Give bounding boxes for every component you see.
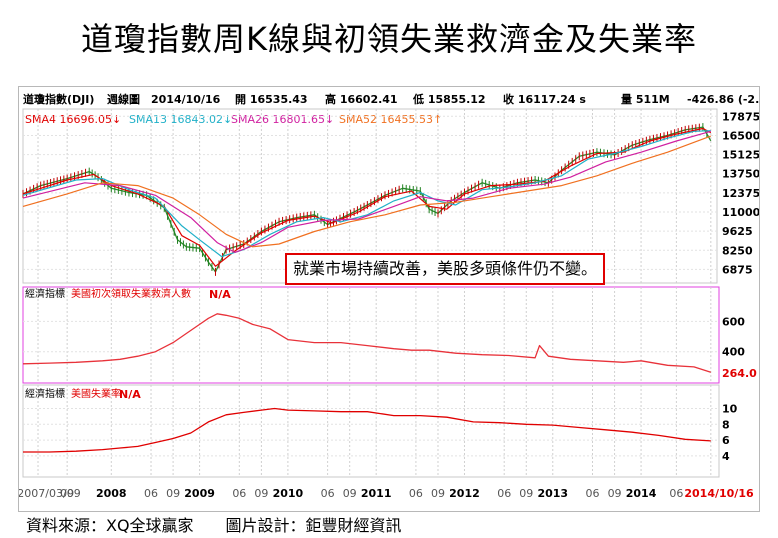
x-tick-label: 2011 (361, 487, 392, 500)
header-open: 開 16535.43 (235, 93, 308, 106)
x-tick-label: 09 (60, 487, 74, 500)
sma-legend-sma52: SMA52 16455.53↑ (339, 113, 442, 126)
sma-legend-sma26: SMA26 16801.65↓ (231, 113, 334, 126)
x-tick-label: 09 (166, 487, 180, 500)
x-tick-label: 2013 (537, 487, 568, 500)
series-line-unemployment-rate (23, 407, 711, 453)
chart-svg: 道瓊指數(DJI) 週線圖 2014/10/16 開 16535.43 高 16602.… (19, 92, 759, 500)
y-tick-label: 600 (722, 315, 745, 328)
y-tick-label: 17875 (722, 110, 759, 123)
unemployment-panel-prefix: 經濟指標 (25, 387, 65, 400)
x-tick-label: 2010 (273, 487, 304, 500)
y-tick-label: 8 (722, 418, 730, 431)
series-line-jobless-claims (22, 313, 711, 373)
x-tick-label: 2007/03/09 (19, 487, 81, 500)
x-tick-label-current: 2014/10/16 (684, 487, 754, 500)
header-name: 道瓊指數(DJI) (23, 92, 94, 106)
x-tick-label: 2012 (449, 487, 480, 500)
x-tick-label: 09 (343, 487, 357, 500)
panel-3-border (22, 384, 720, 478)
y-tick-label: 9625 (722, 225, 753, 238)
y-tick-label: 13750 (722, 168, 759, 181)
header-close: 收 16117.24 s (503, 92, 586, 106)
header-period: 週線圖 (107, 92, 140, 106)
header-change: -426.86 (-2.58%) (687, 93, 759, 106)
slide-title: 道瓊指數周K線與初領失業救濟金及失業率 (81, 20, 697, 58)
header-high: 高 16602.41 (325, 92, 398, 106)
series-line-sma26 (22, 130, 711, 253)
sma-legend-sma4: SMA4 16696.05↓ (25, 113, 121, 126)
series-line-sma4 (22, 127, 712, 267)
x-tick-label: 06 (669, 487, 683, 500)
chart-frame: 道瓊指數(DJI) 週線圖 2014/10/16 開 16535.43 高 16602.… (18, 86, 760, 512)
claims-last-value: 264.0 (722, 367, 757, 380)
series-line-sma13 (22, 130, 711, 258)
x-tick-label: 09 (431, 487, 445, 500)
claims-panel-label: 美國初次領取失業救濟人數 (71, 287, 191, 300)
y-tick-label: 15125 (722, 149, 759, 162)
y-tick-label: 10 (722, 402, 738, 415)
x-tick-label: 2014 (626, 487, 657, 500)
source-line: 資料來源：XQ全球贏家 圖片設計：鉅豐財經資訊 (26, 516, 402, 535)
x-tick-label: 06 (144, 487, 158, 500)
header-low: 低 15855.12 (412, 92, 486, 106)
y-tick-label: 400 (722, 346, 745, 359)
y-tick-label: 4 (722, 450, 730, 463)
series-line-sma52 (22, 135, 712, 248)
x-tick-label: 2008 (96, 487, 127, 500)
y-tick-label: 6875 (722, 263, 753, 276)
x-tick-label: 06 (409, 487, 423, 500)
y-tick-label: 12375 (722, 187, 759, 200)
x-tick-label: 06 (321, 487, 335, 500)
y-tick-label: 6 (722, 434, 730, 447)
y-tick-label: 11000 (722, 206, 759, 219)
x-tick-label: 09 (608, 487, 622, 500)
claims-panel-prefix: 經濟指標 (25, 287, 65, 300)
header-volume: 量 511M (621, 93, 670, 106)
claims-panel-na: N/A (209, 288, 231, 301)
y-tick-label: 16500 (722, 129, 759, 142)
x-tick-label: 06 (232, 487, 246, 500)
unemployment-panel-label: 美國失業率 (71, 387, 121, 400)
panel-2-border (22, 286, 720, 384)
y-tick-label: 8250 (722, 244, 753, 257)
x-tick-label: 06 (497, 487, 511, 500)
x-tick-label: 06 (586, 487, 600, 500)
x-tick-label: 09 (519, 487, 533, 500)
x-tick-label: 2009 (184, 487, 215, 500)
sma-legend-sma13: SMA13 16843.02↓ (129, 113, 232, 126)
header-date: 2014/10/16 (151, 93, 221, 106)
unemployment-panel-na: N/A (119, 388, 141, 401)
annotation-box: 就業市場持續改善，美股多頭條件仍不變。 (285, 253, 606, 285)
x-tick-label: 09 (254, 487, 268, 500)
